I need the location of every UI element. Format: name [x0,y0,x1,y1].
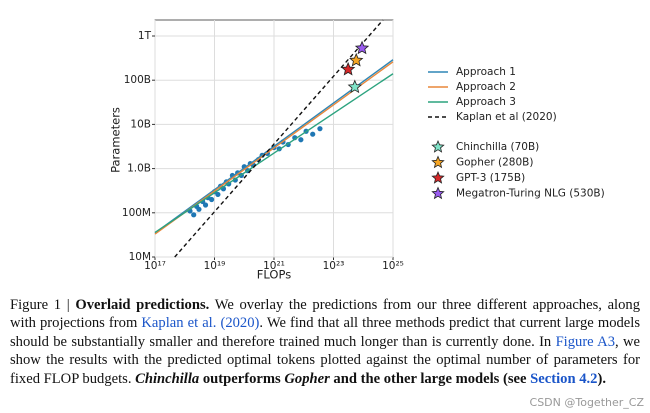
series-line [174,19,384,258]
x-tick-label: 10¹⁷ [144,260,166,272]
data-point [215,191,221,198]
legend-star [431,139,445,153]
data-point [209,196,215,203]
x-tick-label: 10¹⁹ [204,260,226,272]
data-point [317,126,323,132]
legend-label: Gopher (280B) [456,157,533,169]
data-point [191,212,197,218]
model-star [349,52,364,67]
y-tick-label: 10B [130,118,151,130]
link[interactable]: Kaplan et al. [141,315,217,332]
link[interactable]: Figure A3 [555,333,616,350]
data-point [310,131,316,137]
y-tick-label: 100B [124,74,151,86]
data-point [196,206,202,212]
legend-star [431,170,445,184]
caption-bold: and the other large models (see [333,370,527,387]
model-star [340,61,356,76]
caption: Figure 1 | Overlaid predictions. We over… [10,296,640,388]
legend-label: Chinchilla (70B) [456,141,539,153]
x-axis-label: FLOPs [257,268,291,282]
caption-bold: outperforms [202,370,281,387]
y-tick-label: 1.0B [127,163,151,175]
legend-label: Approach 1 [456,66,516,78]
watermark: CSDN @Together_CZ [529,396,644,409]
data-point [202,202,209,208]
legend-label: Megatron-Turing NLG (530B) [456,188,605,200]
caption-bold: Gopher [284,370,330,387]
model-star [354,40,370,55]
caption-text: , we show the results with the predicted… [10,333,640,387]
chart: FLOPs Parameters 10¹⁷ 10¹⁹ 10²¹ 10²³ 10²⁵ 10M… [109,19,605,282]
y-tick-label: 1T [138,30,152,42]
x-tick-label: 10²⁵ [382,260,404,272]
caption-text: . We find that all three methods predict… [10,315,641,350]
y-tick-label: 10M [129,251,151,263]
caption-label: Figure 1 | [10,297,70,313]
y-axis-label: Parameters [109,107,123,173]
x-tick-label: 10²¹ [263,260,285,272]
link[interactable]: (2020) [220,315,260,332]
legend-star [431,155,445,169]
caption-bold: Chinchilla [135,370,200,387]
data-point [298,137,304,143]
caption-title: Overlaid predictions. [75,297,210,313]
legend-star [431,186,445,200]
legend-label: Kaplan et al (2020) [456,111,557,123]
caption-text: We overlay the predictions from our thre… [10,297,641,332]
series-line [154,73,394,233]
legend-label: Approach 2 [456,81,516,93]
legend-label: Approach 3 [456,96,516,108]
link[interactable]: Section 4.2 [530,370,598,387]
y-tick-label: 100M [122,207,151,219]
model-star [347,79,362,94]
caption-bold: ). [597,370,606,387]
legend-label: GPT-3 (175B) [456,172,525,184]
x-tick-label: 10²³ [323,260,345,272]
